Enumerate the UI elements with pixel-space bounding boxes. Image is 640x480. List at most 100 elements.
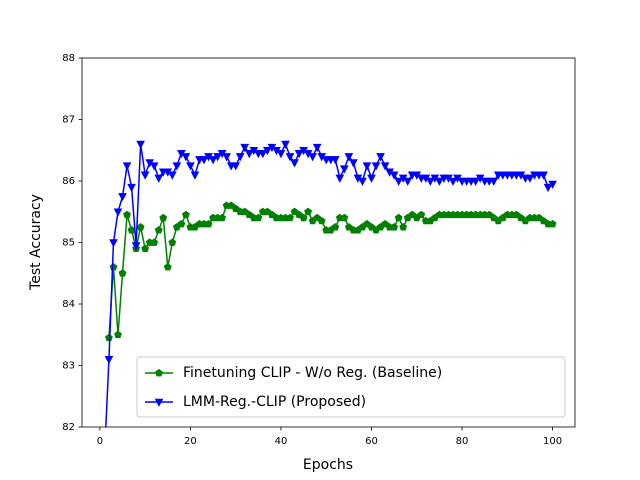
data-point bbox=[471, 177, 480, 186]
data-point bbox=[204, 219, 213, 228]
data-point bbox=[122, 162, 132, 171]
data-point bbox=[335, 174, 345, 183]
y-tick-label: 82 bbox=[62, 422, 75, 433]
data-point bbox=[362, 162, 372, 171]
data-point bbox=[149, 162, 159, 171]
data-point bbox=[367, 174, 376, 183]
data-point bbox=[131, 242, 141, 251]
data-point bbox=[159, 213, 168, 222]
data-point bbox=[140, 171, 150, 180]
data-point bbox=[208, 156, 218, 165]
data-point bbox=[181, 153, 191, 162]
data-point bbox=[312, 143, 322, 153]
data-point bbox=[240, 143, 250, 153]
data-point bbox=[525, 174, 535, 183]
data-point bbox=[394, 177, 403, 186]
legend-marker bbox=[155, 368, 163, 377]
data-point bbox=[222, 153, 231, 162]
data-point bbox=[548, 219, 557, 228]
x-tick-label: 80 bbox=[456, 436, 469, 447]
data-point bbox=[290, 159, 299, 168]
data-point bbox=[390, 223, 399, 231]
data-point bbox=[167, 171, 177, 180]
data-point bbox=[349, 159, 358, 168]
data-point bbox=[417, 210, 426, 219]
data-point bbox=[136, 223, 145, 231]
data-point bbox=[489, 177, 499, 186]
legend-label: Finetuning CLIP - W/o Reg. (Baseline) bbox=[183, 365, 442, 381]
data-point bbox=[340, 213, 349, 222]
plot-area bbox=[101, 140, 557, 462]
data-point bbox=[127, 183, 136, 193]
data-point bbox=[181, 210, 190, 219]
legend-label: LMM-Reg.-CLIP (Proposed) bbox=[183, 394, 366, 410]
data-point bbox=[141, 244, 150, 252]
data-point bbox=[286, 213, 294, 222]
data-point bbox=[213, 153, 222, 162]
data-point bbox=[281, 140, 290, 150]
data-point bbox=[101, 455, 108, 462]
data-point bbox=[172, 162, 182, 171]
data-point bbox=[330, 156, 340, 165]
legend-marker bbox=[154, 398, 164, 407]
y-tick-label: 83 bbox=[62, 361, 75, 372]
data-point bbox=[426, 177, 435, 186]
data-point bbox=[231, 162, 241, 171]
data-point bbox=[308, 153, 317, 162]
data-point bbox=[263, 146, 272, 156]
data-point bbox=[168, 238, 177, 246]
data-point bbox=[154, 174, 164, 183]
data-point bbox=[394, 213, 403, 222]
data-point bbox=[543, 183, 553, 193]
y-axis-label: Test Accuracy bbox=[28, 194, 44, 291]
data-point bbox=[218, 213, 227, 222]
data-point bbox=[331, 223, 340, 231]
data-point bbox=[358, 177, 367, 186]
data-point bbox=[258, 150, 268, 159]
x-axis-label: Epochs bbox=[303, 457, 353, 473]
data-point bbox=[136, 140, 145, 150]
data-point bbox=[299, 213, 308, 222]
y-tick-label: 84 bbox=[62, 299, 75, 310]
data-point bbox=[113, 208, 123, 217]
data-point bbox=[244, 150, 254, 159]
data-point bbox=[276, 150, 286, 159]
data-point bbox=[448, 177, 458, 186]
data-point bbox=[294, 150, 304, 159]
data-point bbox=[304, 207, 313, 216]
data-point bbox=[548, 180, 557, 189]
data-point bbox=[123, 210, 131, 219]
data-point bbox=[376, 153, 385, 162]
data-point bbox=[105, 333, 113, 342]
data-point bbox=[118, 269, 127, 277]
data-point bbox=[340, 165, 349, 174]
data-point bbox=[380, 162, 390, 171]
y-tick-label: 85 bbox=[62, 238, 75, 249]
data-point bbox=[177, 219, 186, 228]
legend-box bbox=[136, 356, 566, 418]
data-point bbox=[190, 171, 200, 180]
data-point bbox=[109, 239, 118, 248]
data-point bbox=[399, 223, 408, 231]
data-point bbox=[539, 171, 548, 180]
x-tick-label: 60 bbox=[365, 436, 378, 447]
data-point bbox=[317, 216, 326, 225]
data-point bbox=[109, 262, 118, 271]
data-point bbox=[150, 238, 159, 246]
data-point bbox=[371, 162, 381, 171]
x-tick-label: 100 bbox=[543, 436, 562, 447]
x-tick-label: 40 bbox=[275, 436, 288, 447]
y-tick-label: 87 bbox=[62, 115, 75, 126]
y-tick-label: 86 bbox=[62, 176, 75, 187]
data-point bbox=[344, 153, 354, 162]
data-point bbox=[199, 156, 209, 165]
data-point bbox=[104, 356, 114, 365]
data-point bbox=[389, 171, 399, 180]
data-point bbox=[235, 153, 245, 162]
data-point bbox=[154, 226, 163, 234]
y-tick-label: 88 bbox=[62, 53, 75, 64]
data-point bbox=[186, 162, 195, 171]
data-point bbox=[127, 226, 136, 234]
x-tick-label: 0 bbox=[97, 436, 103, 447]
